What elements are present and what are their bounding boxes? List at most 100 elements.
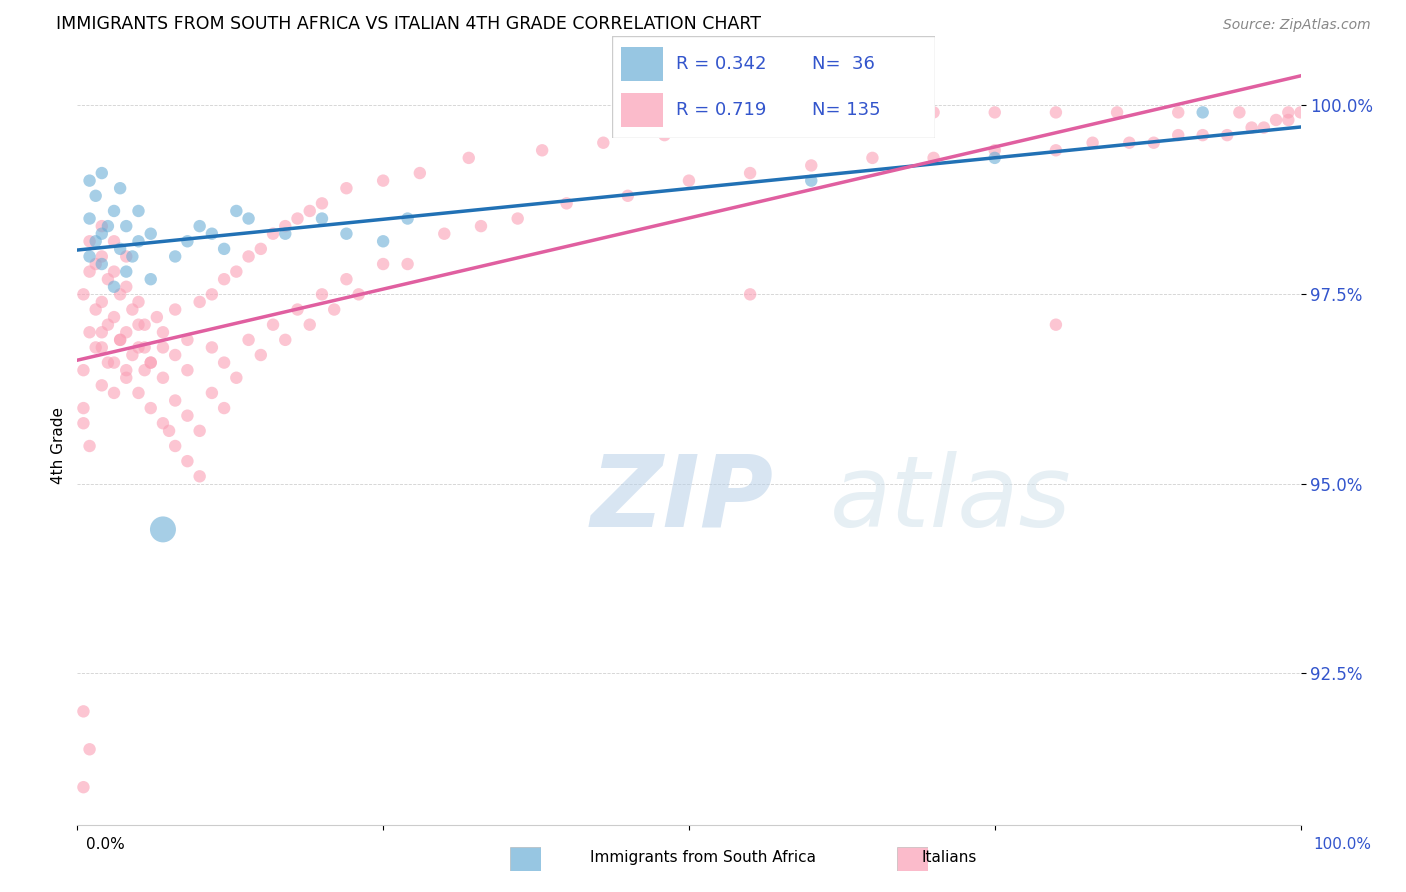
Point xyxy=(984,151,1007,165)
Point xyxy=(212,401,235,416)
Point xyxy=(72,704,94,718)
Point xyxy=(238,249,260,263)
Point xyxy=(139,401,162,416)
Point xyxy=(90,257,112,271)
Point xyxy=(396,211,419,226)
Point xyxy=(90,341,112,355)
Point xyxy=(212,242,235,256)
Point xyxy=(103,386,125,401)
Point xyxy=(139,355,162,369)
Point xyxy=(238,211,260,226)
Point xyxy=(176,235,198,249)
Point xyxy=(97,355,120,369)
Point xyxy=(1229,105,1251,120)
Point xyxy=(298,318,321,332)
Point xyxy=(127,318,149,332)
Point xyxy=(396,257,419,271)
Point xyxy=(165,393,187,408)
Text: R = 0.342: R = 0.342 xyxy=(676,55,766,73)
Point xyxy=(103,203,125,218)
Point xyxy=(127,294,149,310)
Point xyxy=(335,227,357,241)
Point xyxy=(176,333,198,347)
Point xyxy=(225,264,247,278)
Point xyxy=(115,280,138,294)
Point xyxy=(90,326,112,340)
Text: 100.0%: 100.0% xyxy=(1313,838,1372,852)
Point xyxy=(201,386,224,401)
Text: N= 135: N= 135 xyxy=(813,101,880,119)
Text: Immigrants from South Africa: Immigrants from South Africa xyxy=(591,850,815,864)
Point xyxy=(740,287,762,301)
Point xyxy=(90,227,112,241)
Point xyxy=(79,439,101,453)
Point xyxy=(79,211,101,226)
Point xyxy=(90,294,112,310)
Point xyxy=(1143,136,1166,150)
Text: Source: ZipAtlas.com: Source: ZipAtlas.com xyxy=(1223,19,1371,32)
Point xyxy=(84,235,107,249)
Point xyxy=(274,227,297,241)
Point xyxy=(274,333,297,347)
Point xyxy=(90,166,112,180)
Point xyxy=(311,287,333,301)
Point xyxy=(188,469,211,483)
Point xyxy=(127,386,149,401)
Point xyxy=(262,227,284,241)
Point xyxy=(311,211,333,226)
Point xyxy=(165,249,187,263)
Point xyxy=(433,227,456,241)
Point xyxy=(152,370,174,384)
Point xyxy=(97,219,120,233)
Point xyxy=(201,287,224,301)
Point xyxy=(1167,128,1189,142)
Point xyxy=(506,211,529,226)
Point xyxy=(201,341,224,355)
Point xyxy=(862,112,884,127)
Point xyxy=(79,742,101,756)
Point xyxy=(134,341,156,355)
Point xyxy=(1107,105,1129,120)
Point xyxy=(409,166,432,180)
Point xyxy=(922,105,945,120)
Text: IMMIGRANTS FROM SOUTH AFRICA VS ITALIAN 4TH GRADE CORRELATION CHART: IMMIGRANTS FROM SOUTH AFRICA VS ITALIAN … xyxy=(56,15,761,33)
Point xyxy=(274,219,297,233)
Point xyxy=(225,203,247,218)
Point xyxy=(84,188,107,202)
Point xyxy=(127,235,149,249)
Point xyxy=(984,143,1007,157)
Point xyxy=(115,264,138,278)
Point xyxy=(287,211,309,226)
Point xyxy=(90,219,112,233)
Point xyxy=(238,333,260,347)
Point xyxy=(1277,105,1299,120)
Text: N=  36: N= 36 xyxy=(813,55,875,73)
Point xyxy=(323,302,346,317)
Point xyxy=(103,310,125,324)
Point xyxy=(108,181,131,195)
Point xyxy=(152,523,174,537)
Point xyxy=(800,174,823,188)
Point xyxy=(79,174,101,188)
Point xyxy=(555,196,578,211)
Point xyxy=(121,348,143,362)
Point xyxy=(1289,105,1312,120)
Point xyxy=(617,188,640,202)
Point xyxy=(371,257,394,271)
Point xyxy=(72,287,94,301)
Point xyxy=(72,401,94,416)
Text: atlas: atlas xyxy=(830,450,1071,548)
FancyBboxPatch shape xyxy=(612,36,935,138)
Point xyxy=(90,378,112,392)
Point xyxy=(176,454,198,468)
Point xyxy=(84,302,107,317)
Point xyxy=(1081,136,1104,150)
Text: R = 0.719: R = 0.719 xyxy=(676,101,766,119)
Point xyxy=(108,287,131,301)
Point xyxy=(84,341,107,355)
Point xyxy=(457,151,479,165)
Point xyxy=(335,272,357,286)
Point xyxy=(121,302,143,317)
Point xyxy=(108,333,131,347)
Point xyxy=(654,128,676,142)
